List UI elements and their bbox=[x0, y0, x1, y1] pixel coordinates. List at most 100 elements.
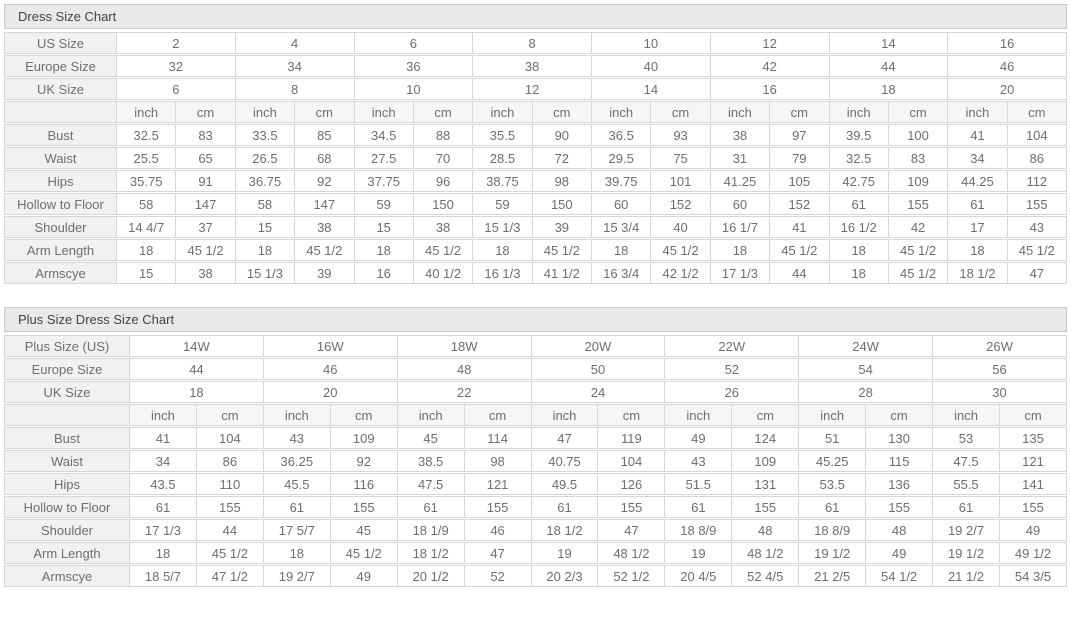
measurement-cell: 45 1/2 bbox=[888, 239, 949, 261]
measurement-cell: 155 bbox=[866, 496, 934, 518]
measurement-cell: 15 bbox=[354, 216, 414, 238]
measurement-cell: 47.5 bbox=[933, 450, 1000, 472]
measurement-cell: 38.5 bbox=[397, 450, 465, 472]
measurement-cell: 147 bbox=[295, 193, 355, 215]
unit-cell: inch bbox=[933, 404, 1000, 426]
row-label: Armscye bbox=[4, 262, 117, 284]
unit-cell: cm bbox=[1007, 101, 1067, 123]
measurement-cell: 35.5 bbox=[473, 124, 533, 146]
size-value-cell: 46 bbox=[948, 55, 1067, 77]
measurement-cell: 18 bbox=[710, 239, 771, 261]
measurement-row: Bust 41 104 43 109 45 114 47 119 49 124 51 130 53 135 bbox=[4, 427, 1067, 449]
row-label: Hollow to Floor bbox=[4, 496, 130, 518]
size-value-cell: 52 bbox=[665, 358, 800, 380]
size-value-cell: 10 bbox=[354, 78, 474, 100]
measurement-cell: 98 bbox=[532, 170, 592, 192]
row-label: Waist bbox=[4, 147, 117, 169]
unit-cell: inch bbox=[829, 101, 889, 123]
measurement-cell: 92 bbox=[295, 170, 355, 192]
measurement-cell: 150 bbox=[532, 193, 592, 215]
measurement-cell: 47.5 bbox=[397, 473, 465, 495]
size-value-cell: 18 bbox=[130, 381, 264, 403]
unit-cell: inch bbox=[948, 101, 1008, 123]
measurement-cell: 17 1/3 bbox=[710, 262, 771, 284]
measurement-cell: 19 1/2 bbox=[933, 542, 1000, 564]
measurement-cell: 38 bbox=[176, 262, 236, 284]
size-value-cell: 12 bbox=[710, 32, 830, 54]
measurement-cell: 61 bbox=[397, 496, 465, 518]
measurement-cell: 18 1/2 bbox=[948, 262, 1008, 284]
measurement-cell: 18 bbox=[354, 239, 414, 261]
measurement-cell: 45 1/2 bbox=[196, 542, 264, 564]
measurement-cell: 68 bbox=[295, 147, 355, 169]
unit-cell: inch bbox=[235, 101, 296, 123]
measurement-cell: 21 2/5 bbox=[799, 565, 867, 587]
measurement-cell: 59 bbox=[354, 193, 414, 215]
size-value-cell: 26W bbox=[933, 335, 1067, 357]
measurement-cell: 47 1/2 bbox=[196, 565, 264, 587]
measurement-cell: 49 bbox=[665, 427, 733, 449]
measurement-cell: 93 bbox=[651, 124, 711, 146]
measurement-cell: 38 bbox=[710, 124, 771, 146]
measurement-cell: 38 bbox=[413, 216, 474, 238]
measurement-cell: 45 1/2 bbox=[651, 239, 711, 261]
measurement-cell: 109 bbox=[732, 450, 800, 472]
size-value-cell: 32 bbox=[117, 55, 236, 77]
dress-size-table: US Size 2 4 6 8 10 12 14 16 Europe Size 32 34 36 38 40… bbox=[4, 31, 1067, 285]
measurement-cell: 136 bbox=[866, 473, 934, 495]
measurement-cell: 124 bbox=[732, 427, 800, 449]
measurement-cell: 18 1/9 bbox=[397, 519, 465, 541]
size-value-cell: 14 bbox=[829, 32, 949, 54]
measurement-cell: 18 bbox=[473, 239, 533, 261]
measurement-cell: 19 bbox=[665, 542, 733, 564]
size-value-cell: 20W bbox=[531, 335, 666, 357]
row-label bbox=[4, 404, 130, 426]
measurement-cell: 19 1/2 bbox=[799, 542, 867, 564]
unit-cell: inch bbox=[710, 101, 771, 123]
unit-cell: cm bbox=[196, 404, 264, 426]
unit-cell: cm bbox=[413, 101, 474, 123]
measurement-cell: 49 bbox=[999, 519, 1067, 541]
measurement-row: Waist 34 86 36.25 92 38.5 98 40.75 104 43 109 45.25… bbox=[4, 450, 1067, 472]
measurement-cell: 155 bbox=[732, 496, 800, 518]
measurement-cell: 44 bbox=[770, 262, 830, 284]
plus-size-chart-title: Plus Size Dress Size Chart bbox=[4, 307, 1067, 332]
measurement-cell: 110 bbox=[196, 473, 264, 495]
measurement-row: Hollow to Floor 58 147 58 147 59 150 59 150 60 152… bbox=[4, 193, 1067, 215]
measurement-cell: 85 bbox=[295, 124, 355, 146]
size-value-cell: 12 bbox=[473, 78, 592, 100]
measurement-cell: 18 bbox=[117, 239, 177, 261]
measurement-cell: 141 bbox=[999, 473, 1067, 495]
size-header-row: US Size 2 4 6 8 10 12 14 16 bbox=[4, 32, 1067, 54]
plus-size-chart-section: Plus Size Dress Size Chart Plus Size (US… bbox=[4, 307, 1067, 588]
unit-cell: cm bbox=[888, 101, 949, 123]
measurement-cell: 61 bbox=[130, 496, 197, 518]
measurement-cell: 49 bbox=[866, 542, 934, 564]
measurement-cell: 75 bbox=[651, 147, 711, 169]
size-value-cell: 22W bbox=[665, 335, 800, 357]
size-value-cell: 18W bbox=[397, 335, 532, 357]
unit-cell: cm bbox=[999, 404, 1067, 426]
measurement-cell: 43 bbox=[1007, 216, 1067, 238]
measurement-cell: 51.5 bbox=[665, 473, 733, 495]
measurement-cell: 54 3/5 bbox=[999, 565, 1067, 587]
measurement-cell: 16 1/7 bbox=[710, 216, 771, 238]
measurement-cell: 49 1/2 bbox=[999, 542, 1067, 564]
measurement-row: Shoulder 14 4/7 37 15 38 15 38 15 1/3 39 15 3/4 40… bbox=[4, 216, 1067, 238]
measurement-cell: 39 bbox=[295, 262, 355, 284]
size-value-cell: 2 bbox=[117, 32, 236, 54]
row-label: Waist bbox=[4, 450, 130, 472]
measurement-cell: 61 bbox=[829, 193, 889, 215]
measurement-cell: 130 bbox=[866, 427, 934, 449]
row-label: Bust bbox=[4, 124, 117, 146]
measurement-cell: 65 bbox=[176, 147, 236, 169]
measurement-cell: 54 1/2 bbox=[866, 565, 934, 587]
size-value-cell: 56 bbox=[933, 358, 1067, 380]
measurement-cell: 27.5 bbox=[354, 147, 414, 169]
measurement-cell: 36.75 bbox=[235, 170, 296, 192]
unit-cell: inch bbox=[117, 101, 177, 123]
measurement-cell: 83 bbox=[176, 124, 236, 146]
measurement-cell: 58 bbox=[117, 193, 177, 215]
measurement-cell: 15 bbox=[117, 262, 177, 284]
